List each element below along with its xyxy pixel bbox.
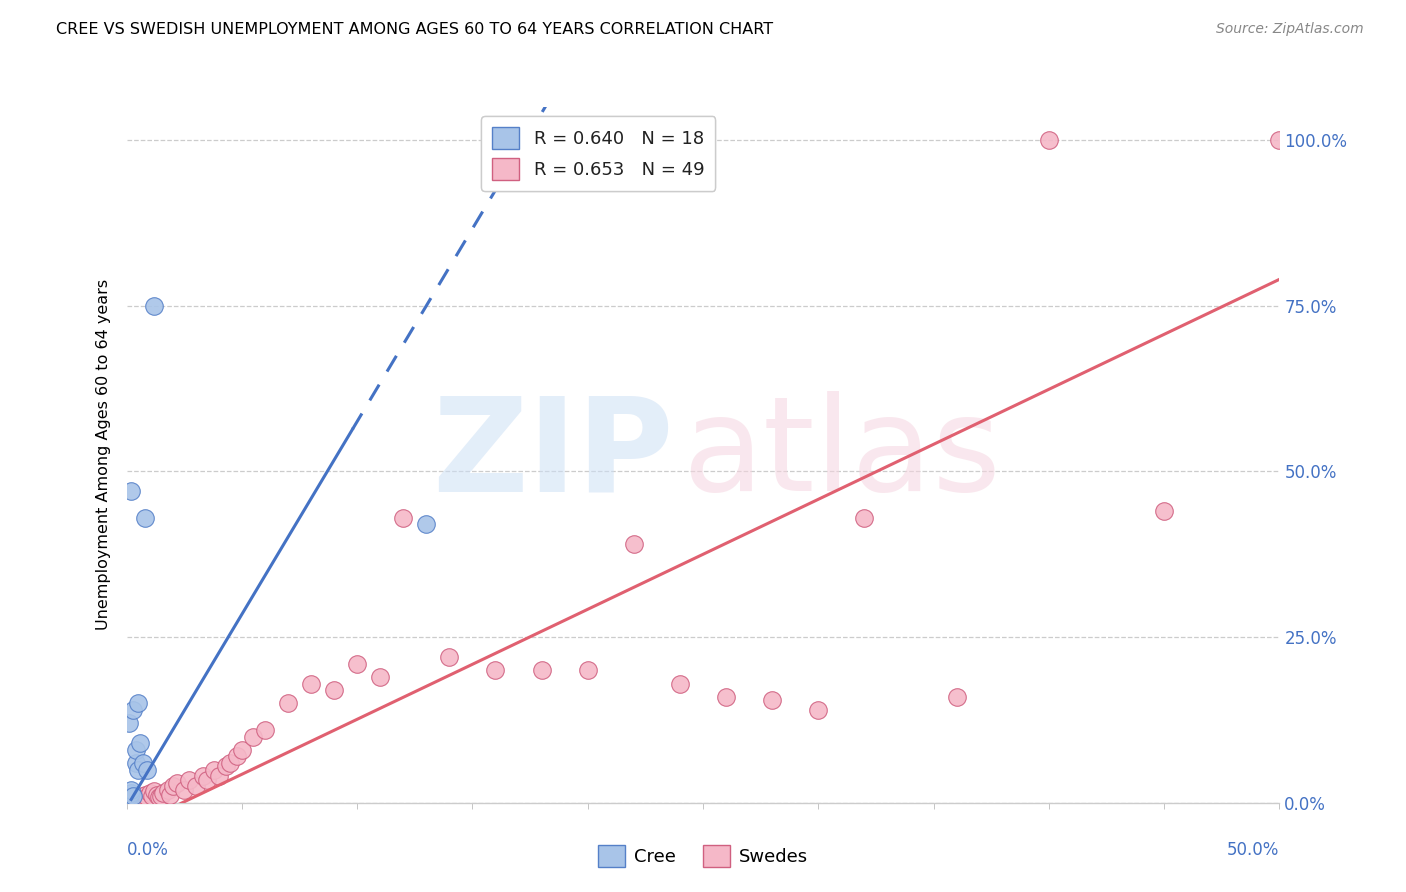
Point (136, 790, 159, 805)
Point (131, 756, 153, 770)
Point (202, 763, 225, 777)
Point (215, 759, 238, 773)
Text: Source: ZipAtlas.com: Source: ZipAtlas.com (1216, 22, 1364, 37)
Point (136, 763, 159, 777)
Point (162, 779, 184, 793)
Point (439, 650, 461, 665)
Y-axis label: Unemployment Among Ages 60 to 64 years: Unemployment Among Ages 60 to 64 years (96, 279, 111, 631)
Point (122, 789, 145, 804)
Point (134, 788, 156, 802)
Point (1038, 133, 1060, 147)
Point (1268, 133, 1291, 147)
Point (853, 511, 876, 525)
Point (945, 690, 967, 704)
Text: CREE VS SWEDISH UNEMPLOYMENT AMONG AGES 60 TO 64 YEARS CORRELATION CHART: CREE VS SWEDISH UNEMPLOYMENT AMONG AGES … (56, 22, 773, 37)
Point (1153, 504, 1175, 518)
Point (669, 676, 692, 690)
Point (484, 663, 506, 677)
Point (138, 786, 160, 800)
Point (323, 683, 346, 698)
Point (125, 743, 148, 757)
Point (184, 779, 207, 793)
Point (807, 703, 830, 717)
Point (253, 723, 276, 737)
Point (415, 517, 437, 532)
Point (122, 792, 145, 806)
Point (346, 657, 368, 671)
Point (120, 786, 142, 800)
Point (242, 730, 264, 744)
Point (143, 784, 166, 798)
Point (134, 511, 156, 525)
Point (392, 511, 415, 525)
Point (150, 789, 173, 804)
Point (208, 769, 231, 783)
Point (173, 782, 195, 797)
Point (368, 670, 391, 684)
Point (127, 697, 149, 711)
Point (623, 537, 645, 551)
Point (157, 782, 180, 797)
Point (152, 786, 174, 800)
Point (122, 703, 145, 717)
Point (148, 790, 170, 805)
Point (125, 756, 148, 770)
Point (120, 782, 142, 797)
Point (226, 749, 249, 764)
Point (277, 697, 299, 711)
Point (129, 736, 152, 750)
Point (231, 743, 253, 757)
Point (131, 789, 153, 804)
Point (576, 663, 599, 677)
Point (191, 769, 214, 783)
Point (118, 716, 141, 731)
Text: 50.0%: 50.0% (1227, 841, 1279, 859)
Point (159, 788, 181, 802)
Point (141, 789, 163, 804)
Point (166, 776, 188, 790)
Text: 0.0%: 0.0% (127, 841, 169, 859)
Point (118, 789, 141, 804)
Text: atlas: atlas (682, 392, 1001, 518)
Point (714, 690, 737, 704)
Point (219, 756, 242, 770)
Point (120, 484, 142, 499)
Point (299, 676, 322, 690)
Point (177, 772, 200, 787)
Point (145, 788, 167, 802)
Point (118, 792, 141, 806)
Legend: R = 0.640   N = 18, R = 0.653   N = 49: R = 0.640 N = 18, R = 0.653 N = 49 (481, 116, 716, 191)
Point (127, 790, 149, 805)
Point (127, 763, 149, 777)
Point (143, 299, 166, 313)
Point (195, 772, 218, 787)
Legend: Cree, Swedes: Cree, Swedes (591, 838, 815, 874)
Text: ZIP: ZIP (433, 392, 673, 518)
Point (761, 693, 783, 707)
Point (530, 663, 553, 677)
